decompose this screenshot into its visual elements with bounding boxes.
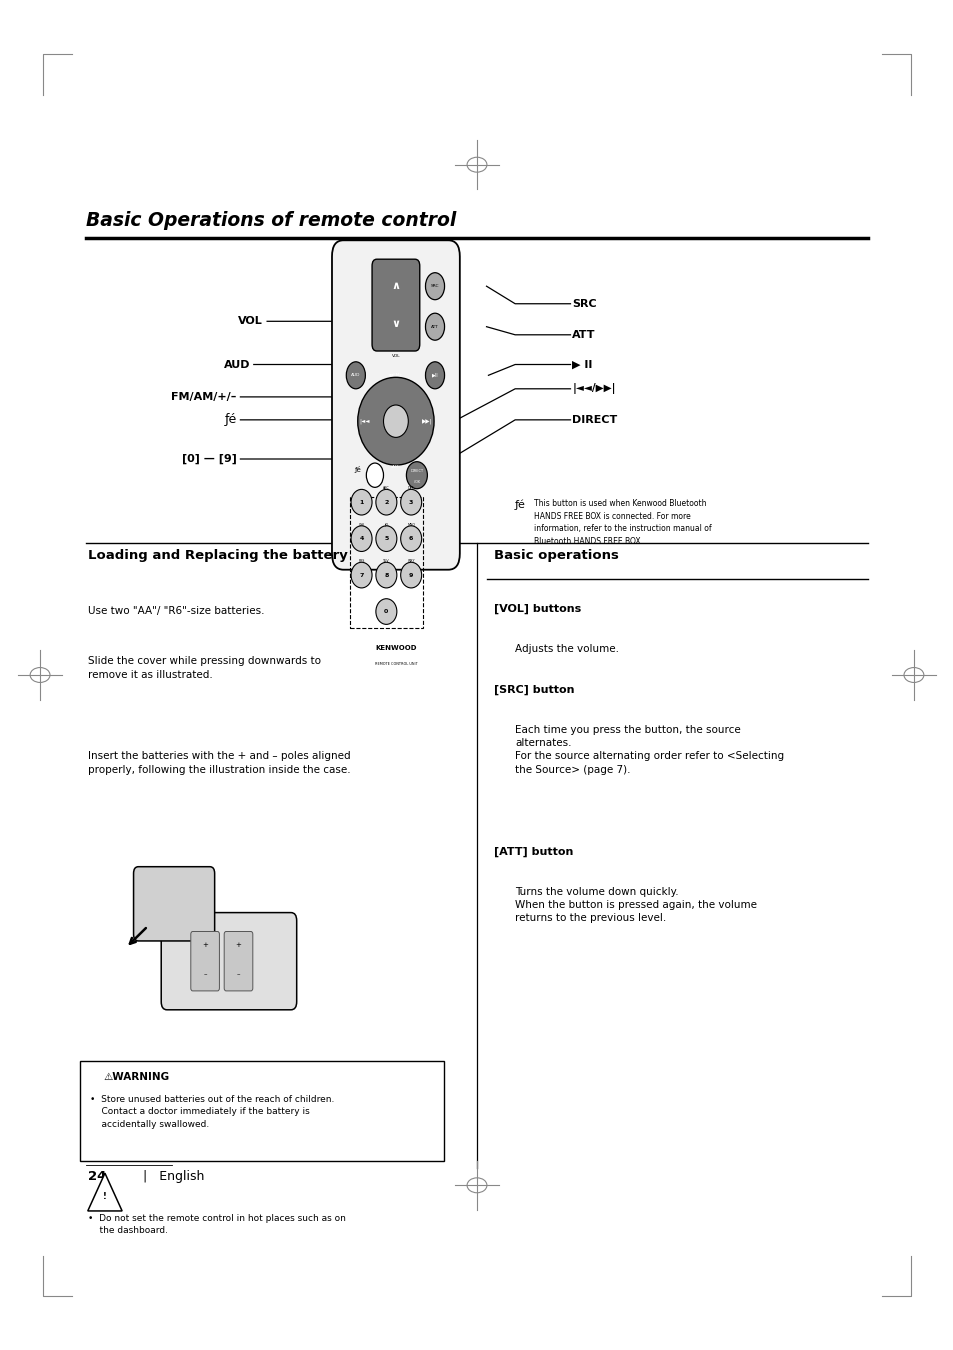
Text: Turns the volume down quickly.
When the button is pressed again, the volume
retu: Turns the volume down quickly. When the … [515, 887, 757, 923]
Text: Basic Operations of remote control: Basic Operations of remote control [86, 211, 456, 230]
Text: 6: 6 [409, 536, 413, 541]
Text: !: ! [103, 1192, 107, 1200]
Text: ATT: ATT [431, 325, 438, 328]
Text: GHI: GHI [358, 522, 364, 526]
Ellipse shape [400, 562, 421, 589]
Ellipse shape [351, 562, 372, 589]
Ellipse shape [425, 313, 444, 340]
Ellipse shape [346, 362, 365, 389]
FancyBboxPatch shape [80, 1061, 443, 1161]
Text: 2: 2 [384, 500, 388, 505]
FancyBboxPatch shape [224, 931, 253, 991]
Text: 4: 4 [359, 536, 363, 541]
FancyBboxPatch shape [191, 931, 219, 991]
Text: [ATT] button: [ATT] button [494, 846, 573, 857]
Ellipse shape [375, 525, 396, 551]
Ellipse shape [375, 489, 396, 514]
Text: TUV: TUV [383, 559, 389, 563]
Text: 24: 24 [88, 1170, 106, 1184]
Ellipse shape [351, 489, 372, 514]
Text: –: – [236, 972, 240, 977]
Text: 3: 3 [409, 500, 413, 505]
Text: VOL: VOL [391, 354, 400, 358]
Text: Each time you press the button, the source
alternates.
For the source alternatin: Each time you press the button, the sour… [515, 725, 783, 775]
Ellipse shape [425, 273, 444, 300]
Text: 5: 5 [384, 536, 388, 541]
Text: Adjusts the volume.: Adjusts the volume. [515, 644, 618, 653]
FancyBboxPatch shape [332, 240, 459, 570]
Text: ⚠WARNING: ⚠WARNING [103, 1072, 169, 1081]
Ellipse shape [375, 598, 396, 624]
Text: [0] — [9]: [0] — [9] [181, 454, 236, 464]
Text: ƒé: ƒé [354, 466, 361, 474]
Text: VOL: VOL [237, 316, 262, 327]
Text: SRC: SRC [431, 285, 438, 288]
Text: –: – [203, 972, 207, 977]
Text: Slide the cover while pressing downwards to
remove it as illustrated.: Slide the cover while pressing downwards… [88, 656, 320, 680]
Text: |◄◄/▶▶|: |◄◄/▶▶| [572, 383, 616, 394]
Text: 1: 1 [359, 500, 363, 505]
Text: DEF: DEF [408, 486, 414, 490]
Text: JKL: JKL [383, 522, 389, 526]
Ellipse shape [351, 525, 372, 551]
Text: MNO: MNO [407, 522, 415, 526]
Text: Loading and Replacing the battery: Loading and Replacing the battery [88, 549, 347, 563]
Text: Insert the batteries with the + and – poles aligned
properly, following the illu: Insert the batteries with the + and – po… [88, 751, 350, 775]
Text: ATT: ATT [572, 329, 596, 340]
Text: AUD: AUD [223, 359, 250, 370]
Text: ∨: ∨ [391, 319, 400, 329]
Text: ∧: ∧ [391, 281, 400, 292]
Text: /OK: /OK [414, 481, 419, 483]
Ellipse shape [366, 463, 383, 487]
Text: AUD: AUD [351, 374, 360, 377]
Text: |◄◄: |◄◄ [358, 418, 370, 424]
Text: ◄AM–: ◄AM– [390, 466, 401, 468]
Ellipse shape [400, 489, 421, 514]
Ellipse shape [375, 562, 396, 589]
Text: Use two "AA"/ "R6"-size batteries.: Use two "AA"/ "R6"-size batteries. [88, 606, 264, 616]
Text: [SRC] button: [SRC] button [494, 684, 574, 695]
Text: WXY: WXY [407, 559, 415, 563]
Text: 0: 0 [384, 609, 388, 614]
Ellipse shape [400, 525, 421, 551]
Text: DIRECT: DIRECT [410, 470, 423, 472]
Text: PRS: PRS [358, 559, 364, 563]
Text: ▶▶|: ▶▶| [421, 418, 433, 424]
Bar [350, 497, 422, 628]
Text: KENWOOD: KENWOOD [375, 644, 416, 651]
Text: ▶ II: ▶ II [572, 359, 592, 370]
Text: Basic operations: Basic operations [494, 549, 618, 563]
Text: |   English: | English [143, 1170, 204, 1184]
Text: •  Do not set the remote control in hot places such as on
    the dashboard.: • Do not set the remote control in hot p… [88, 1214, 345, 1235]
Text: This button is used when Kenwood Bluetooth
HANDS FREE BOX is connected. For more: This button is used when Kenwood Bluetoo… [534, 500, 711, 545]
Ellipse shape [406, 462, 427, 489]
Text: [VOL] buttons: [VOL] buttons [494, 603, 580, 614]
FancyBboxPatch shape [133, 867, 214, 941]
Text: 7: 7 [359, 572, 363, 578]
Text: FM/AM/+/–: FM/AM/+/– [171, 392, 236, 402]
Text: 8: 8 [384, 572, 388, 578]
Text: REMOTE CONTROL UNIT: REMOTE CONTROL UNIT [375, 662, 416, 666]
Text: 9: 9 [409, 572, 413, 578]
Text: ◄◄FM+: ◄◄FM+ [388, 374, 403, 377]
Ellipse shape [383, 405, 408, 437]
Text: ƒé: ƒé [514, 500, 524, 510]
Polygon shape [88, 1173, 122, 1211]
Ellipse shape [357, 377, 434, 464]
FancyBboxPatch shape [161, 913, 296, 1010]
Text: ƒé: ƒé [224, 413, 236, 427]
Text: •  Store unused batteries out of the reach of children.
    Contact a doctor imm: • Store unused batteries out of the reac… [90, 1095, 334, 1129]
Text: SRC: SRC [572, 298, 597, 309]
Ellipse shape [425, 362, 444, 389]
Text: ▶II: ▶II [431, 373, 438, 378]
Text: ABC: ABC [383, 486, 389, 490]
Text: +: + [202, 942, 208, 948]
Text: DIRECT: DIRECT [572, 414, 617, 425]
FancyBboxPatch shape [372, 259, 419, 351]
Text: +: + [235, 942, 241, 948]
